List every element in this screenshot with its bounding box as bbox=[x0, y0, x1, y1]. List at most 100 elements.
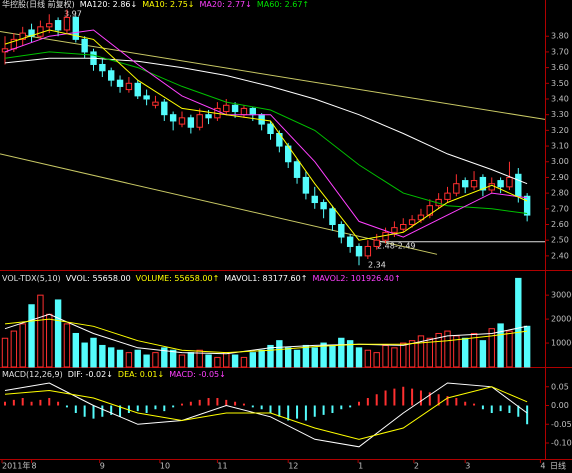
volume-bar bbox=[453, 335, 460, 368]
volume-bar bbox=[355, 347, 363, 368]
header-item: DIF: -0.02↓ bbox=[68, 370, 113, 379]
volume-bar bbox=[408, 340, 416, 368]
candle-body bbox=[37, 26, 44, 37]
y-tick-label: -0.10 bbox=[551, 439, 572, 448]
candle-body bbox=[417, 214, 425, 221]
candle-body bbox=[231, 104, 239, 113]
volume-bar bbox=[90, 337, 97, 368]
volume-bar bbox=[470, 332, 478, 368]
volume-bar bbox=[435, 332, 442, 368]
y-tick-label: 3.10 bbox=[551, 142, 569, 151]
volume-bar bbox=[125, 352, 133, 368]
volume-bar bbox=[373, 352, 380, 368]
candle-body bbox=[479, 176, 487, 191]
indicator-line bbox=[4, 29, 528, 241]
x-tick-label: 4 bbox=[540, 462, 545, 471]
volume-bar bbox=[391, 347, 398, 368]
volume-bar bbox=[506, 330, 513, 368]
candle-body bbox=[444, 192, 451, 200]
y-tick-label: 2.70 bbox=[551, 204, 569, 213]
candle-body bbox=[293, 161, 301, 178]
annotation: 3.97 bbox=[64, 10, 82, 19]
header-item: MA60: 2.67↑ bbox=[257, 0, 309, 9]
volume-bar bbox=[108, 347, 115, 368]
x-tick-label: 11 bbox=[217, 462, 227, 471]
y-tick-label: 2.80 bbox=[551, 189, 569, 198]
volume-bar bbox=[46, 313, 53, 368]
volume-bar bbox=[479, 340, 487, 368]
candle-body bbox=[169, 114, 177, 122]
volume-bar bbox=[338, 337, 345, 368]
candle-body bbox=[338, 224, 345, 238]
volume-bar bbox=[258, 349, 265, 368]
candle-body bbox=[391, 227, 398, 233]
candle-body bbox=[506, 176, 513, 188]
candle-body bbox=[143, 95, 150, 100]
volume-bar bbox=[214, 356, 221, 368]
x-tick-label: 8 bbox=[32, 462, 37, 471]
panel-header: VOL-TDX(5,10) VVOL: 55658.00 VOLUME: 55658… bbox=[2, 274, 401, 283]
y-tick-label: 20000 bbox=[551, 315, 572, 324]
volume-bar bbox=[99, 344, 106, 368]
y-tick-label: -0.05 bbox=[551, 420, 572, 429]
candle-body bbox=[329, 208, 336, 226]
x-tick-label: 2 bbox=[414, 462, 419, 471]
header-item: MA120: 2.86↓ bbox=[80, 0, 137, 9]
candle-body bbox=[346, 236, 354, 247]
header-item: MAVOL2: 101926.40↑ bbox=[312, 274, 400, 283]
y-tick-label: 10000 bbox=[551, 339, 572, 348]
volume-bar bbox=[205, 354, 212, 368]
volume-bar bbox=[515, 277, 522, 368]
volume-bar bbox=[169, 349, 177, 368]
candle-body bbox=[1, 48, 9, 53]
volume-bar bbox=[134, 349, 141, 368]
y-tick-label: 3.00 bbox=[551, 157, 569, 166]
candle-body bbox=[249, 107, 257, 116]
candle-body bbox=[373, 239, 380, 247]
candle-body bbox=[72, 16, 79, 40]
volume-bar bbox=[523, 325, 531, 368]
volume-bar bbox=[10, 330, 18, 368]
candle-body bbox=[400, 224, 407, 230]
candle-body bbox=[161, 101, 168, 116]
trend-line bbox=[0, 31, 546, 120]
volume-bar bbox=[249, 352, 257, 368]
header-item: VOLUME: 55658.00↑ bbox=[136, 274, 220, 283]
candle-body bbox=[187, 117, 195, 128]
volume-bar bbox=[444, 330, 451, 368]
indicator-line bbox=[4, 29, 528, 238]
panel-title: MACD(12,26,9) bbox=[2, 370, 63, 379]
candle-body bbox=[54, 20, 62, 31]
candle-body bbox=[223, 104, 230, 113]
candle-body bbox=[462, 180, 469, 188]
volume-bar bbox=[488, 328, 495, 368]
candle-body bbox=[63, 16, 71, 31]
volume-bar bbox=[1, 337, 9, 368]
x-tick-label: 9 bbox=[100, 462, 105, 471]
candle-body bbox=[320, 202, 327, 210]
candle-body bbox=[99, 63, 106, 72]
volume-bar bbox=[54, 299, 62, 368]
volume-bar bbox=[63, 323, 71, 368]
y-tick-label: 3.30 bbox=[551, 110, 569, 119]
candle-body bbox=[46, 23, 53, 28]
volume-bar bbox=[152, 352, 159, 368]
candle-body bbox=[453, 183, 460, 194]
candle-body bbox=[311, 195, 318, 204]
y-tick-label: 2.40 bbox=[551, 251, 569, 260]
candle-body bbox=[302, 176, 310, 194]
volume-bar bbox=[497, 323, 504, 368]
period-label: 日线 bbox=[550, 461, 566, 471]
candle-body bbox=[108, 70, 115, 81]
candle-body bbox=[240, 107, 248, 116]
candle-body bbox=[355, 245, 363, 257]
volume-bar bbox=[231, 354, 239, 368]
indicator-line bbox=[4, 386, 528, 440]
annotation: 2.48-2.49 bbox=[377, 242, 416, 251]
indicator-line bbox=[4, 313, 528, 355]
indicator-line bbox=[4, 51, 528, 214]
candle-body bbox=[28, 29, 35, 37]
candle-body bbox=[523, 195, 531, 216]
